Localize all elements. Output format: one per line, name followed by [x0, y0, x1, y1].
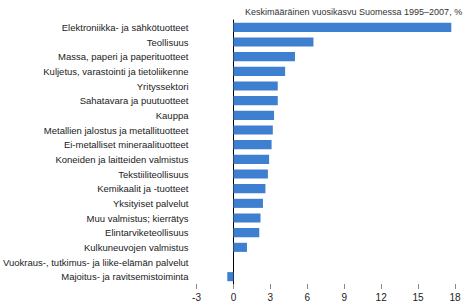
- svg-text:15: 15: [413, 292, 425, 303]
- svg-text:Koneiden ja laitteiden valmist: Koneiden ja laitteiden valmistus: [55, 154, 188, 165]
- svg-text:Yksityiset palvelut: Yksityiset palvelut: [113, 198, 189, 209]
- svg-text:-3: -3: [192, 292, 201, 303]
- svg-text:Keskimääräinen vuosikasvu Suom: Keskimääräinen vuosikasvu Suomessa 1995–…: [245, 7, 462, 17]
- svg-text:Ei-metalliset mineraalituottee: Ei-metalliset mineraalituotteet: [64, 139, 189, 150]
- svg-text:Vuokraus-, tutkimus- ja liike-: Vuokraus-, tutkimus- ja liike-elämän pal…: [3, 257, 189, 268]
- svg-text:Metallien jalostus ja metallit: Metallien jalostus ja metallituotteet: [44, 125, 189, 136]
- svg-text:18: 18: [449, 292, 461, 303]
- svg-text:Massa, paperi ja paperituottee: Massa, paperi ja paperituotteet: [58, 51, 189, 62]
- svg-text:Tekstiiliteollisuus: Tekstiiliteollisuus: [118, 169, 188, 180]
- svg-text:3: 3: [268, 292, 274, 303]
- svg-text:Sahatavara ja puutuotteet: Sahatavara ja puutuotteet: [80, 95, 189, 106]
- svg-text:Teollisuus: Teollisuus: [147, 37, 189, 48]
- svg-text:Kulkuneuvojen valmistus: Kulkuneuvojen valmistus: [84, 242, 189, 253]
- svg-text:9: 9: [341, 292, 347, 303]
- svg-text:6: 6: [305, 292, 311, 303]
- svg-text:Kauppa: Kauppa: [156, 110, 189, 121]
- svg-text:12: 12: [376, 292, 388, 303]
- svg-text:Yrityssektori: Yrityssektori: [137, 81, 189, 92]
- svg-text:Elektroniikka- ja sähkötuottee: Elektroniikka- ja sähkötuotteet: [62, 22, 189, 33]
- svg-text:0: 0: [231, 292, 237, 303]
- svg-text:Kuljetus, varastointi ja tieto: Kuljetus, varastointi ja tietoliikenne: [43, 66, 188, 77]
- svg-text:Majoitus- ja ravitsemistoimint: Majoitus- ja ravitsemistoiminta: [61, 271, 189, 282]
- svg-text:Kemikaalit ja -tuotteet: Kemikaalit ja -tuotteet: [97, 183, 189, 194]
- svg-text:Muu valmistus; kierrätys: Muu valmistus; kierrätys: [87, 213, 189, 224]
- svg-text:Elintarviketeollisuus: Elintarviketeollisuus: [105, 227, 189, 238]
